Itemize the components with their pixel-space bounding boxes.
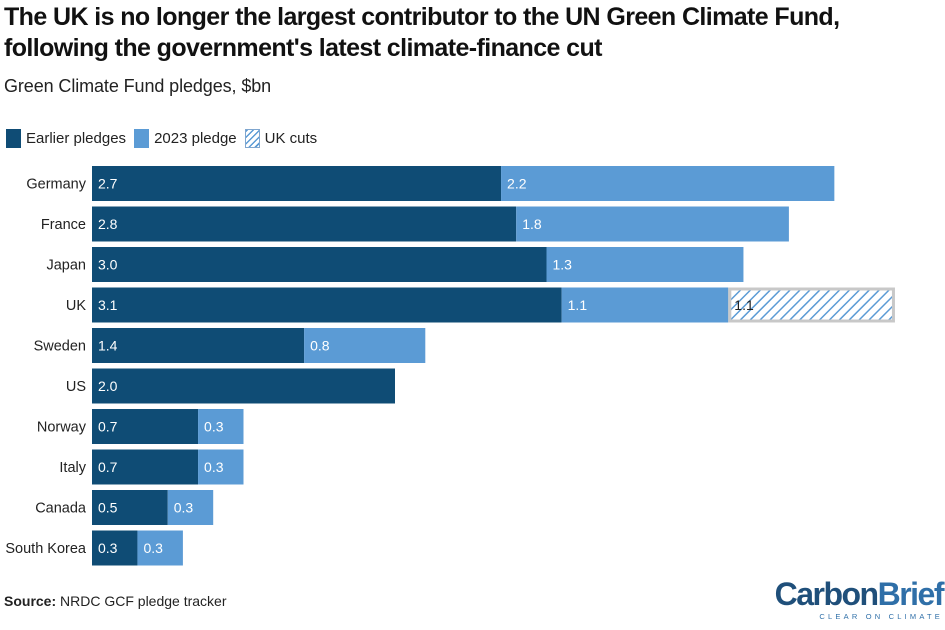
bar-earlier-uk xyxy=(92,287,562,323)
source-text: NRDC GCF pledge tracker xyxy=(60,593,227,609)
data-label-earlier-france: 2.8 xyxy=(98,216,118,232)
category-label-sweden: Sweden xyxy=(34,339,86,355)
legend-label-earlier: Earlier pledges xyxy=(26,130,127,147)
data-label-earlier-norway: 0.7 xyxy=(98,419,118,435)
data-label-2023-italy: 0.3 xyxy=(204,459,224,475)
source-note: Source: NRDC GCF pledge tracker xyxy=(4,593,227,609)
bar-earlier-canada xyxy=(92,490,168,525)
data-label-2023-germany: 2.2 xyxy=(507,176,527,192)
data-label-2023-norway: 0.3 xyxy=(204,419,224,435)
bar-earlier-us xyxy=(92,368,395,404)
bar-earlier-sweden xyxy=(92,328,305,363)
data-label-earlier-canada: 0.5 xyxy=(98,500,118,516)
legend-swatch-2023 xyxy=(134,129,150,148)
category-label-uk: UK xyxy=(66,298,86,314)
data-label-2023-uk: 1.1 xyxy=(568,297,588,313)
data-label-earlier-japan: 3.0 xyxy=(98,257,118,273)
data-label-earlier-uk: 3.1 xyxy=(98,297,118,313)
category-label-italy: Italy xyxy=(59,460,86,476)
bar-earlier-italy xyxy=(92,449,199,485)
data-label-2023-sweden: 0.8 xyxy=(310,338,330,354)
legend-item-earlier: Earlier pledges xyxy=(6,129,126,148)
data-label-2023-japan: 1.3 xyxy=(553,257,573,273)
bar-2023-sweden xyxy=(304,328,426,363)
data-label-earlier-italy: 0.7 xyxy=(98,459,118,475)
bars-layer: Germany 2.7 2.2 France 2.8 1.8 Japan 3.0 1.3 UK 3.… xyxy=(5,166,895,566)
bar-earlier-japan xyxy=(92,247,547,282)
category-label-canada: Canada xyxy=(35,501,87,517)
legend-label-cuts: UK cuts xyxy=(264,130,318,147)
data-label-cuts-uk: 1.1 xyxy=(734,297,754,313)
bar-2023-japan xyxy=(546,247,744,282)
bar-2023-canada xyxy=(167,490,214,525)
data-label-2023-south-korea: 0.3 xyxy=(143,540,163,556)
chart-title: The UK is no longer the largest contribu… xyxy=(4,3,840,62)
legend-swatch-cuts xyxy=(244,129,260,148)
carbonbrief-logo: CarbonBrief CLEAR ON CLIMATE xyxy=(774,576,945,621)
bar-earlier-france xyxy=(92,206,517,242)
data-label-2023-france: 1.8 xyxy=(522,216,542,232)
legend-item-cuts: UK cuts xyxy=(244,129,318,148)
category-label-germany: Germany xyxy=(26,177,86,193)
data-label-2023-canada: 0.3 xyxy=(174,500,194,516)
category-label-france: France xyxy=(41,217,86,233)
bar-2023-uk xyxy=(561,287,729,323)
source-label: Source: xyxy=(4,593,57,609)
data-label-earlier-south-korea: 0.3 xyxy=(98,540,118,556)
bar-2023-italy xyxy=(198,449,244,485)
bar-2023-germany xyxy=(501,166,835,201)
legend-swatch-earlier xyxy=(6,129,21,148)
bar-earlier-norway xyxy=(92,409,199,444)
category-label-us: US xyxy=(66,379,86,395)
bar-earlier-germany xyxy=(92,166,502,201)
bar-cuts-uk xyxy=(728,287,895,323)
category-label-japan: Japan xyxy=(46,258,86,274)
bar-2023-france xyxy=(516,206,789,242)
bar-2023-south-korea xyxy=(137,530,183,566)
logo-part-carbon: Carbon xyxy=(774,576,880,612)
data-label-earlier-germany: 2.7 xyxy=(98,176,118,192)
category-label-south-korea: South Korea xyxy=(5,541,87,557)
chart-subtitle: Green Climate Fund pledges, $bn xyxy=(4,76,272,96)
logo-wordmark: CarbonBrief xyxy=(774,576,945,612)
legend-label-2023: 2023 pledge xyxy=(154,130,237,147)
data-label-earlier-sweden: 1.4 xyxy=(98,338,118,354)
legend-item-2023: 2023 pledge xyxy=(134,129,237,148)
logo-part-brief: Brief xyxy=(877,576,945,612)
category-label-norway: Norway xyxy=(37,420,87,436)
chart-legend: Earlier pledges 2023 pledge UK cuts xyxy=(6,129,325,148)
bar-2023-norway xyxy=(198,409,244,444)
logo-tagline: CLEAR ON CLIMATE xyxy=(819,612,943,621)
bar-earlier-south-korea xyxy=(92,530,138,566)
data-label-earlier-us: 2.0 xyxy=(98,378,118,394)
